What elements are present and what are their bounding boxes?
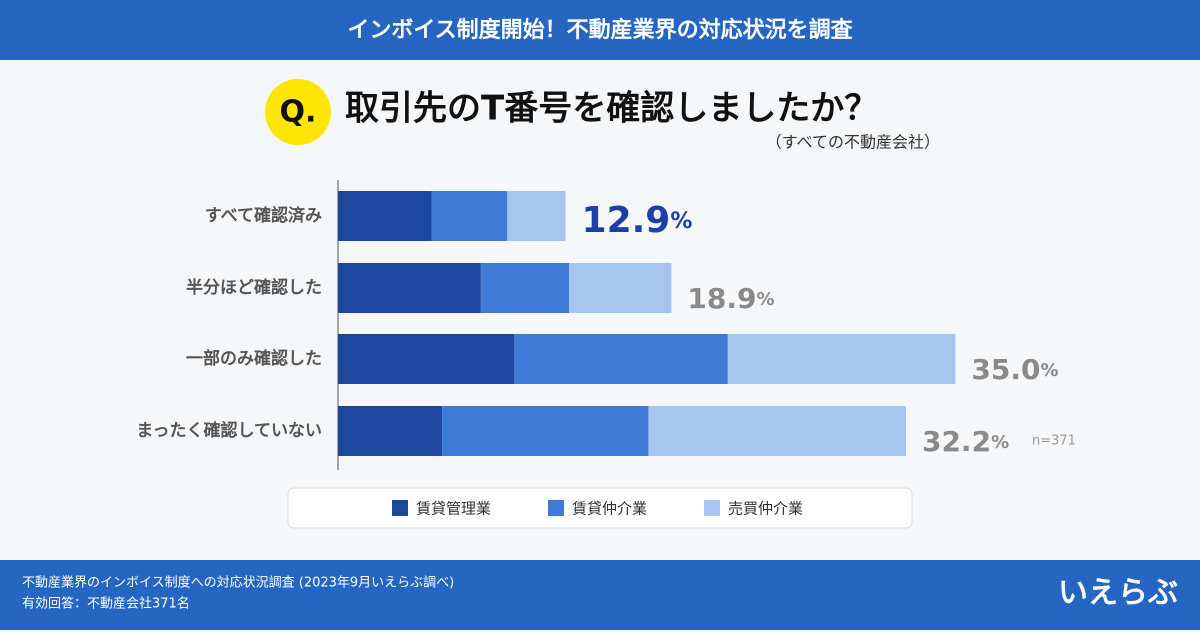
total-label: 12.9% [582,200,693,241]
bar-segment [338,191,432,241]
bar-segment [569,263,672,313]
footer-line: 不動産業界のインボイス制度への対応状況調査 (2023年9月いえらぶ調べ) [22,575,454,591]
footer-bar [0,560,1200,630]
footer-line: 有効回答：不動産会社371名 [22,596,190,612]
legend-label: 売買仲介業 [728,500,803,518]
total-value: 35.0 [971,353,1040,386]
category-label: すべて確認済み [205,205,322,226]
bar-segment [727,334,956,384]
bar-segment [442,406,649,456]
logo: いえらぶ [1058,576,1178,611]
legend-label: 賃貸仲介業 [572,500,647,518]
total-value: 32.2 [922,425,991,458]
bar-segment [648,406,906,456]
total-label: 18.9% [687,282,774,315]
total-unit: % [756,289,774,310]
bar-segment [480,263,570,313]
total-label: 35.0% [971,353,1058,386]
sample-note: n=371 [1032,434,1076,449]
total-unit: % [991,432,1009,453]
bar-segment [338,334,515,384]
legend-swatch [548,500,564,516]
chart-subtitle: （すべての不動産会社） [766,133,940,152]
bar-segment [338,263,481,313]
bar-segment [431,191,508,241]
total-value: 12.9 [582,200,671,241]
header-title: インボイス制度開始！不動産業界の対応状況を調査 [347,17,853,43]
total-value: 18.9 [687,282,756,315]
legend-label: 賃貸管理業 [416,500,491,518]
legend-box [287,487,913,529]
category-label: まったく確認していない [136,420,322,441]
legend-swatch [392,500,408,516]
legend-swatch [704,500,720,516]
category-label: 半分ほど確認した [186,277,322,298]
bar-segment [514,334,728,384]
total-label: 32.2% [922,425,1009,458]
header-bar [0,0,1200,60]
chart-title: 取引先のT番号を確認しましたか？ [345,89,878,129]
q-badge [265,79,331,145]
category-label: 一部のみ確認した [186,348,322,369]
total-unit: % [670,209,692,234]
bar-segment [507,191,566,241]
q-mark: Q. [280,95,317,130]
bar-segment [338,406,443,456]
total-unit: % [1040,360,1058,381]
